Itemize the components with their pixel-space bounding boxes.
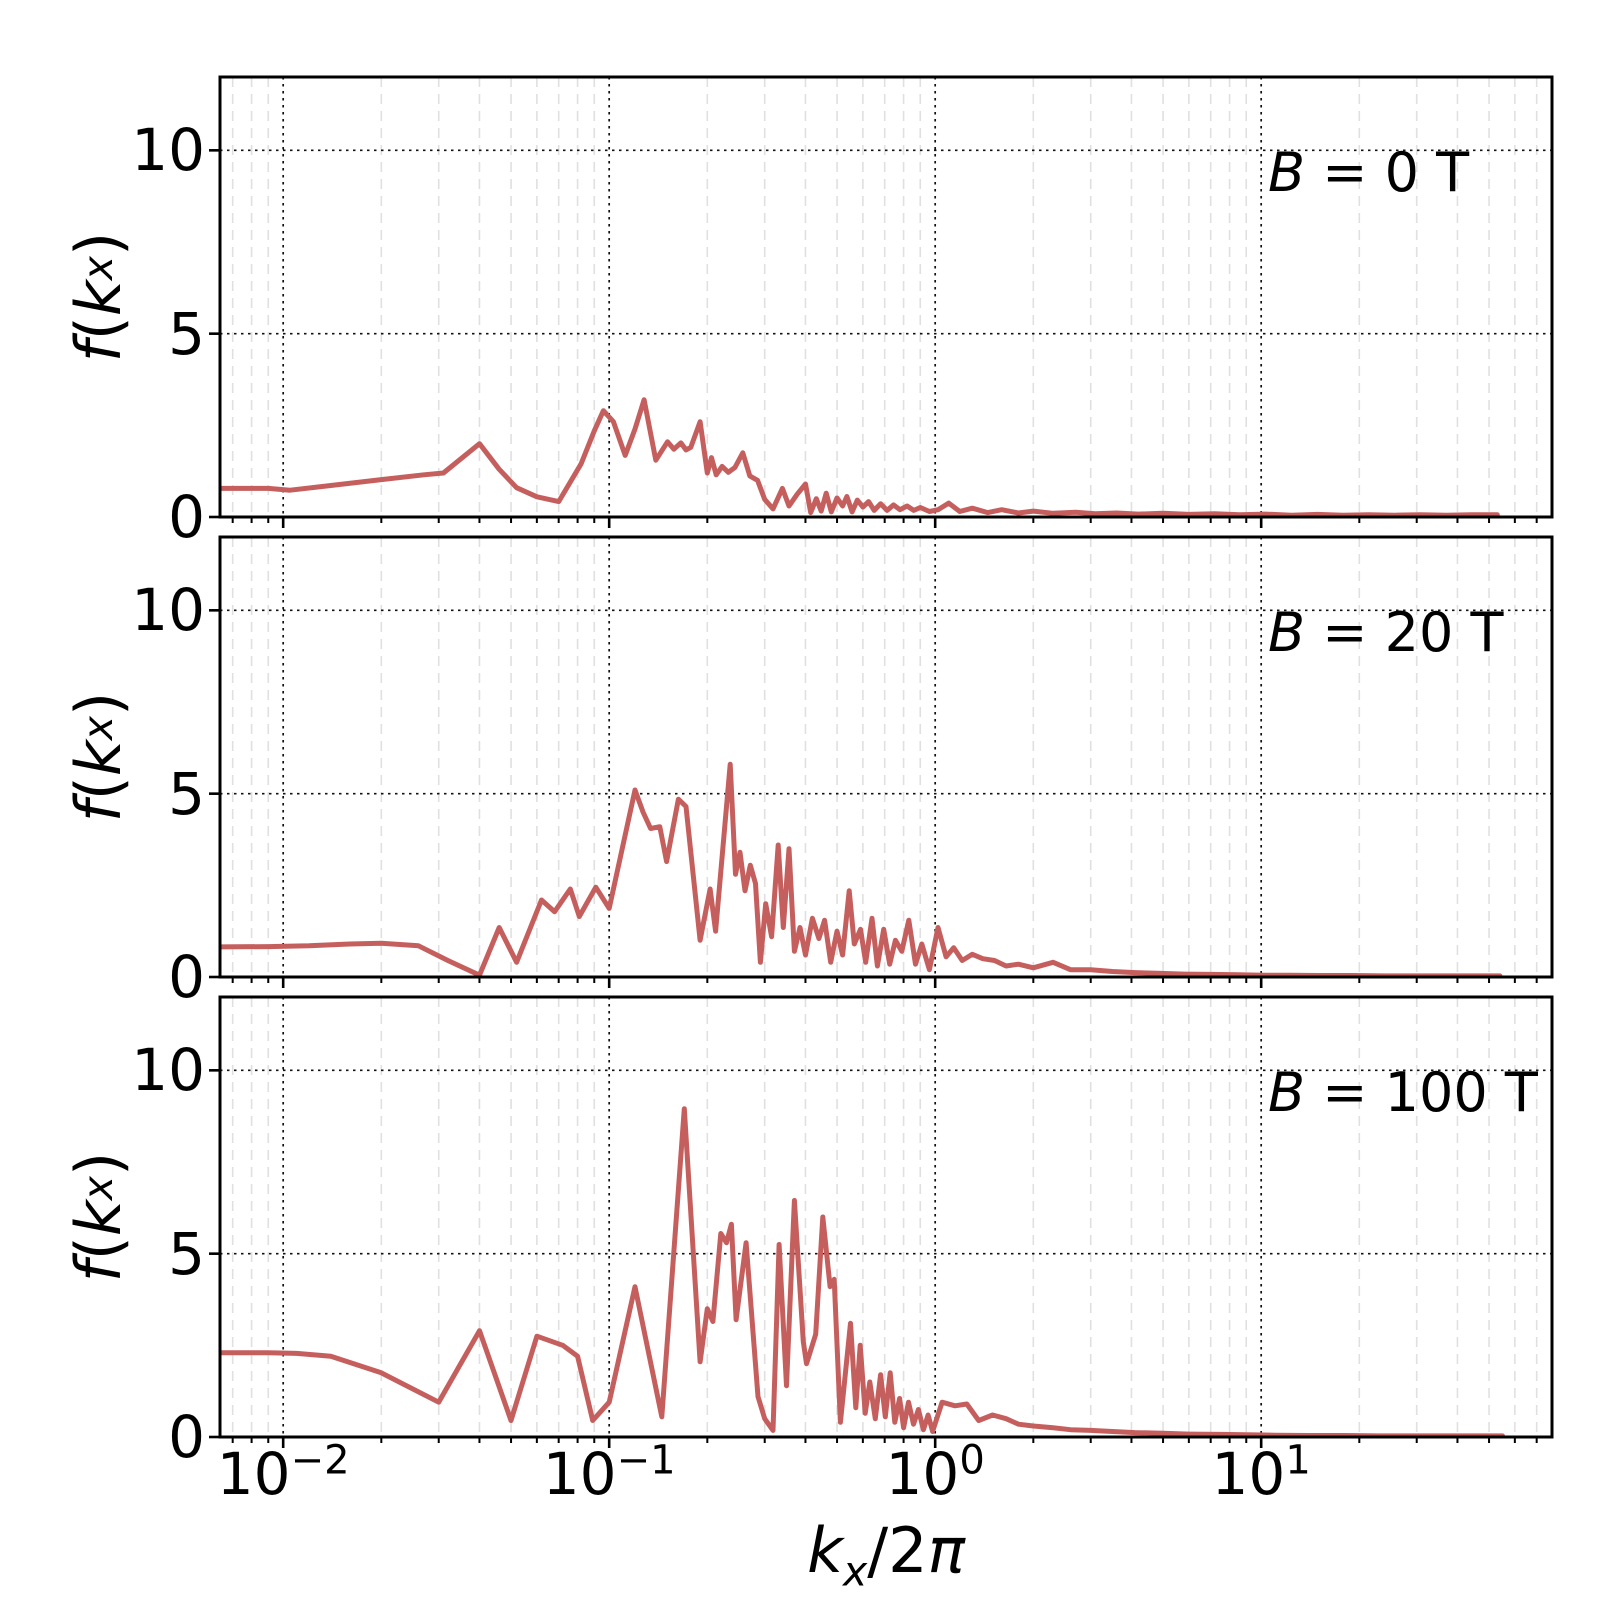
panel-spines (218, 75, 1554, 519)
y-tick-label: 0 (168, 943, 205, 1011)
xlabel-sub: x (843, 1547, 868, 1596)
y-tick-label: 5 (168, 759, 205, 828)
x-tick-label: 10−1 (542, 1437, 676, 1508)
spectrum-curve-1 (220, 397, 1500, 517)
y-tick-label: 5 (168, 299, 205, 368)
panel-2 (209, 535, 1554, 988)
ylabel-paren-close: ) (61, 231, 135, 257)
x-tick-label: 10−2 (216, 1437, 350, 1508)
xlabel-rest: /2 (867, 1514, 928, 1587)
y-tick-label: 10 (131, 576, 205, 645)
spectrum-curve-3 (220, 1106, 1505, 1437)
panel-spines (218, 995, 1554, 1439)
y-tick-label: 10 (131, 116, 205, 185)
y-tick-label: 0 (168, 1403, 205, 1471)
panel-spines (218, 535, 1554, 979)
y-tick-label: 0 (168, 483, 205, 551)
y-tick-label: 5 (168, 1219, 205, 1288)
ylabel-paren-close: ) (61, 691, 135, 717)
panel-label-b0: B = 0 T (1268, 141, 1469, 206)
panel-label-value: = 0 T (1305, 141, 1470, 204)
ylabel-sub: x (74, 1176, 122, 1201)
panel-label-var: B (1268, 1061, 1306, 1124)
y-tick-label: 10 (131, 1036, 205, 1105)
panel-label-var: B (1268, 601, 1306, 664)
xlabel-var: k (807, 1514, 843, 1587)
x-axis-label: kx/2π (636, 1514, 1136, 1592)
xlabel-pi: π (927, 1514, 965, 1587)
panel-label-value: = 20 T (1305, 601, 1504, 664)
spectrum-curve-2 (220, 761, 1503, 977)
panel-1 (209, 75, 1554, 528)
panel-label-var: B (1268, 141, 1306, 204)
panel-label-b100: B = 100 T (1268, 1061, 1538, 1126)
ylabel-paren-close: ) (61, 1151, 135, 1177)
ylabel-sub: x (74, 716, 122, 741)
ylabel-sub: x (74, 256, 122, 281)
panel-3 (209, 995, 1554, 1448)
panel-label-b20: B = 20 T (1268, 601, 1504, 666)
x-tick-label: 100 (885, 1437, 985, 1508)
panel-label-value: = 100 T (1305, 1061, 1538, 1124)
x-tick-label: 101 (1211, 1437, 1311, 1508)
